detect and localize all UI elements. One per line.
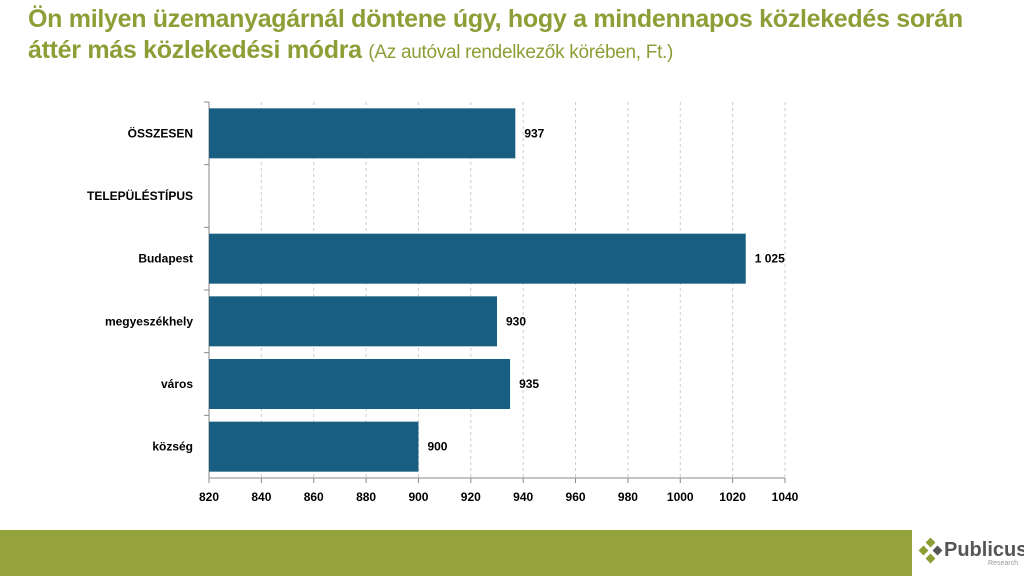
x-tick-label: 900 (408, 490, 428, 504)
footer-band (0, 530, 912, 576)
publicus-logo: Publicus Research (918, 536, 1024, 572)
x-tick-label: 920 (461, 490, 481, 504)
x-tick-label: 880 (356, 490, 376, 504)
title-main: Ön milyen üzemanyagárnál döntene úgy, ho… (28, 5, 963, 64)
bar (209, 233, 746, 284)
bar (209, 421, 419, 472)
data-label: 1 025 (755, 252, 785, 266)
data-label: 935 (519, 377, 539, 391)
x-tick-label: 1000 (667, 490, 694, 504)
y-category-label: község (152, 440, 193, 454)
bar (209, 296, 497, 347)
x-tick-label: 980 (618, 490, 638, 504)
logo-sub: Research (988, 560, 1018, 567)
chart-title: Ön milyen üzemanyagárnál döntene úgy, ho… (28, 4, 1018, 68)
x-tick-label: 1020 (719, 490, 746, 504)
title-sub: (Az autóval rendelkezők körében, Ft.) (368, 42, 674, 63)
bar (209, 108, 516, 159)
bar-chart: 820 840 860 880 900 920 940 960 980 1000 1020 1040 Ö… (87, 101, 799, 504)
y-category-label: TELEPÜLÉSTÍPUS (87, 188, 193, 203)
x-tick-label: 1040 (772, 490, 799, 504)
data-label: 900 (427, 440, 447, 454)
logo-icon (918, 538, 943, 564)
x-tick-label: 820 (199, 490, 219, 504)
data-label: 937 (524, 126, 544, 140)
bar (209, 359, 511, 409)
y-category-label: Budapest (138, 252, 193, 266)
x-tick-label: 940 (513, 490, 533, 504)
x-tick-label: 960 (566, 490, 586, 504)
logo-name: Publicus (944, 539, 1024, 561)
y-category-label: ÖSSZESEN (128, 125, 193, 140)
x-tick-label: 860 (304, 490, 324, 504)
y-category-label: város (161, 377, 193, 391)
y-category-label: megyeszékhely (105, 314, 193, 328)
data-label: 930 (506, 314, 526, 328)
x-tick-label: 840 (251, 490, 271, 504)
